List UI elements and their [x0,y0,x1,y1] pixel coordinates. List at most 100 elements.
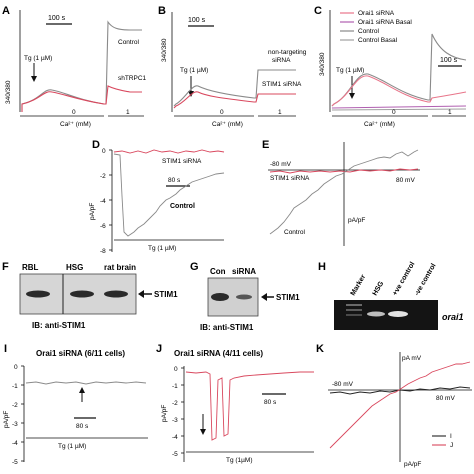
band-label: STIM1 [154,290,178,299]
lane-label: Con [210,267,226,276]
legend-item: Orai1 siRNA Basal [358,19,412,26]
y-tick-label: -4 [172,434,178,441]
ca-0: 0 [72,109,76,116]
stimulus-label: Tg (1 µM) [336,67,364,74]
ca-0: 0 [392,109,396,116]
label-stim1: STIM1 siRNA [270,175,310,182]
time-scale-label: 100 s [48,15,66,22]
gel-marker-band [346,304,362,306]
band-arrowhead [138,290,144,298]
trace-control [269,149,419,235]
panel-f: F RBL HSG rat brain STIM1 IB: anti-STIM1 [2,261,178,330]
trace-control [113,153,225,237]
lane-label: siRNA [232,267,256,276]
time-scale-label: 100 s [188,17,206,24]
ca-label: Ca²⁺ (mM) [60,121,91,128]
panel-a: A 100 s 340/380 Tg (1 µM) Control shTRPC… [2,5,147,128]
legend: I J [432,433,453,449]
pos-mv-label: 80 mV [396,177,415,184]
stimulus-label: Tg (1 µM) [148,245,176,252]
ca-0: 0 [220,109,224,116]
band-arrowhead [261,293,267,301]
label-control: Control [284,229,306,236]
panel-title: Orai1 siRNA (4/11 cells) [174,349,263,358]
panel-g: G Con siRNA STIM1 IB: anti-STIM1 [190,261,300,332]
y-tick-label: -4 [12,440,18,447]
gel-marker-band [346,309,362,311]
stimulus-arrowhead [31,76,37,82]
y-tick-label: -3 [12,421,18,428]
units-mv-label: pA mV [402,355,422,362]
trace-control-basal [331,108,467,111]
panel-letter-c: C [314,5,322,17]
gel-band [388,311,408,317]
blot-band [70,290,94,298]
stimulus-label: Tg (1 µM) [180,67,208,74]
y-axis-label: pA/pF [3,411,10,428]
panel-e: E -80 mV 80 mV STIM1 siRNA Control pA/pF [262,139,420,246]
lane-label: RBL [22,263,39,272]
blot-band [26,290,50,298]
label-stim1: STIM1 siRNA [162,158,202,165]
panel-d: D 0 -2 -4 -6 -8 pA/pF STIM1 siRNA 80 s C… [89,139,225,255]
trace-control [21,20,142,112]
panel-letter-j: J [156,343,162,355]
y-tick-label: -2 [172,400,178,407]
gel-band [367,311,385,317]
label-stim1: STIM1 siRNA [262,81,302,88]
lane-label: -ve control [414,262,438,297]
y-tick-label: 0 [102,148,106,155]
lane-label: +ve control [392,261,417,297]
ca-1: 1 [126,109,130,116]
gene-label: orai1 [442,312,464,322]
trace-orai1-sirna [331,75,467,107]
panel-title: Orai1 siRNA (6/11 cells) [36,349,125,358]
trace-stim1-sirna [173,91,296,109]
y-tick-label: 0 [174,366,178,373]
time-scale-label: 100 s [440,57,458,64]
panel-k: K pA mV -80 mV 80 mV I J pA/pF [316,343,472,468]
trace-i [329,386,471,395]
panel-b: B 100 s 340/380 Tg (1 µM) non-targeting … [158,5,307,128]
ca-1: 1 [278,109,282,116]
panel-letter-e: E [262,139,269,151]
panel-letter-a: A [2,5,10,17]
ca-1: 1 [448,109,452,116]
trace-non-targeting [173,69,296,107]
lane-label: HSG [66,263,83,272]
lane-label: HSG [372,280,386,297]
trace-current [185,371,314,441]
stimulus-label: Tg (1µM) [226,457,253,464]
label-shtrpc1: shTRPC1 [118,75,147,82]
y-axis-label: pA/pF [161,405,168,422]
panel-c: C 340/380 100 s Orai1 siRNA Orai1 siRNA … [314,5,467,128]
y-tick-label: -4 [100,198,106,205]
blot-band [236,294,252,300]
label-nt-1: non-targeting [268,49,307,56]
legend-item: I [450,433,452,440]
label-control: Control [118,39,140,46]
trace-stim1-sirna [113,149,225,154]
time-scale-label: 80 s [168,177,181,184]
label-control: Control [170,203,195,210]
time-scale-label: 80 s [76,423,89,430]
y-tick-label: -3 [172,417,178,424]
legend-item: Orai1 siRNA [358,10,395,17]
blot-band [211,293,229,301]
trace-control [331,33,467,107]
label-nt-2: siRNA [272,57,291,64]
y-tick-label: -5 [12,459,18,466]
panel-letter-d: D [92,139,100,151]
band-label: STIM1 [276,293,300,302]
y-tick-label: -1 [172,383,178,390]
trace-orai1-basal [331,105,467,109]
panel-h: H Marker HSG +ve control -ve control ora… [318,261,464,330]
pos-mv-label: 80 mV [436,395,455,402]
units-label: pA/pF [348,217,365,224]
panel-i: I Orai1 siRNA (6/11 cells) 0 -1 -2 -3 -4… [3,343,148,466]
y-tick-label: -2 [100,173,106,180]
stimulus-label: Tg (1 µM) [24,55,52,62]
ca-label: Ca²⁺ (mM) [212,121,243,128]
y-axis-label: 340/380 [161,38,168,62]
y-axis-label: pA/pF [89,203,96,220]
